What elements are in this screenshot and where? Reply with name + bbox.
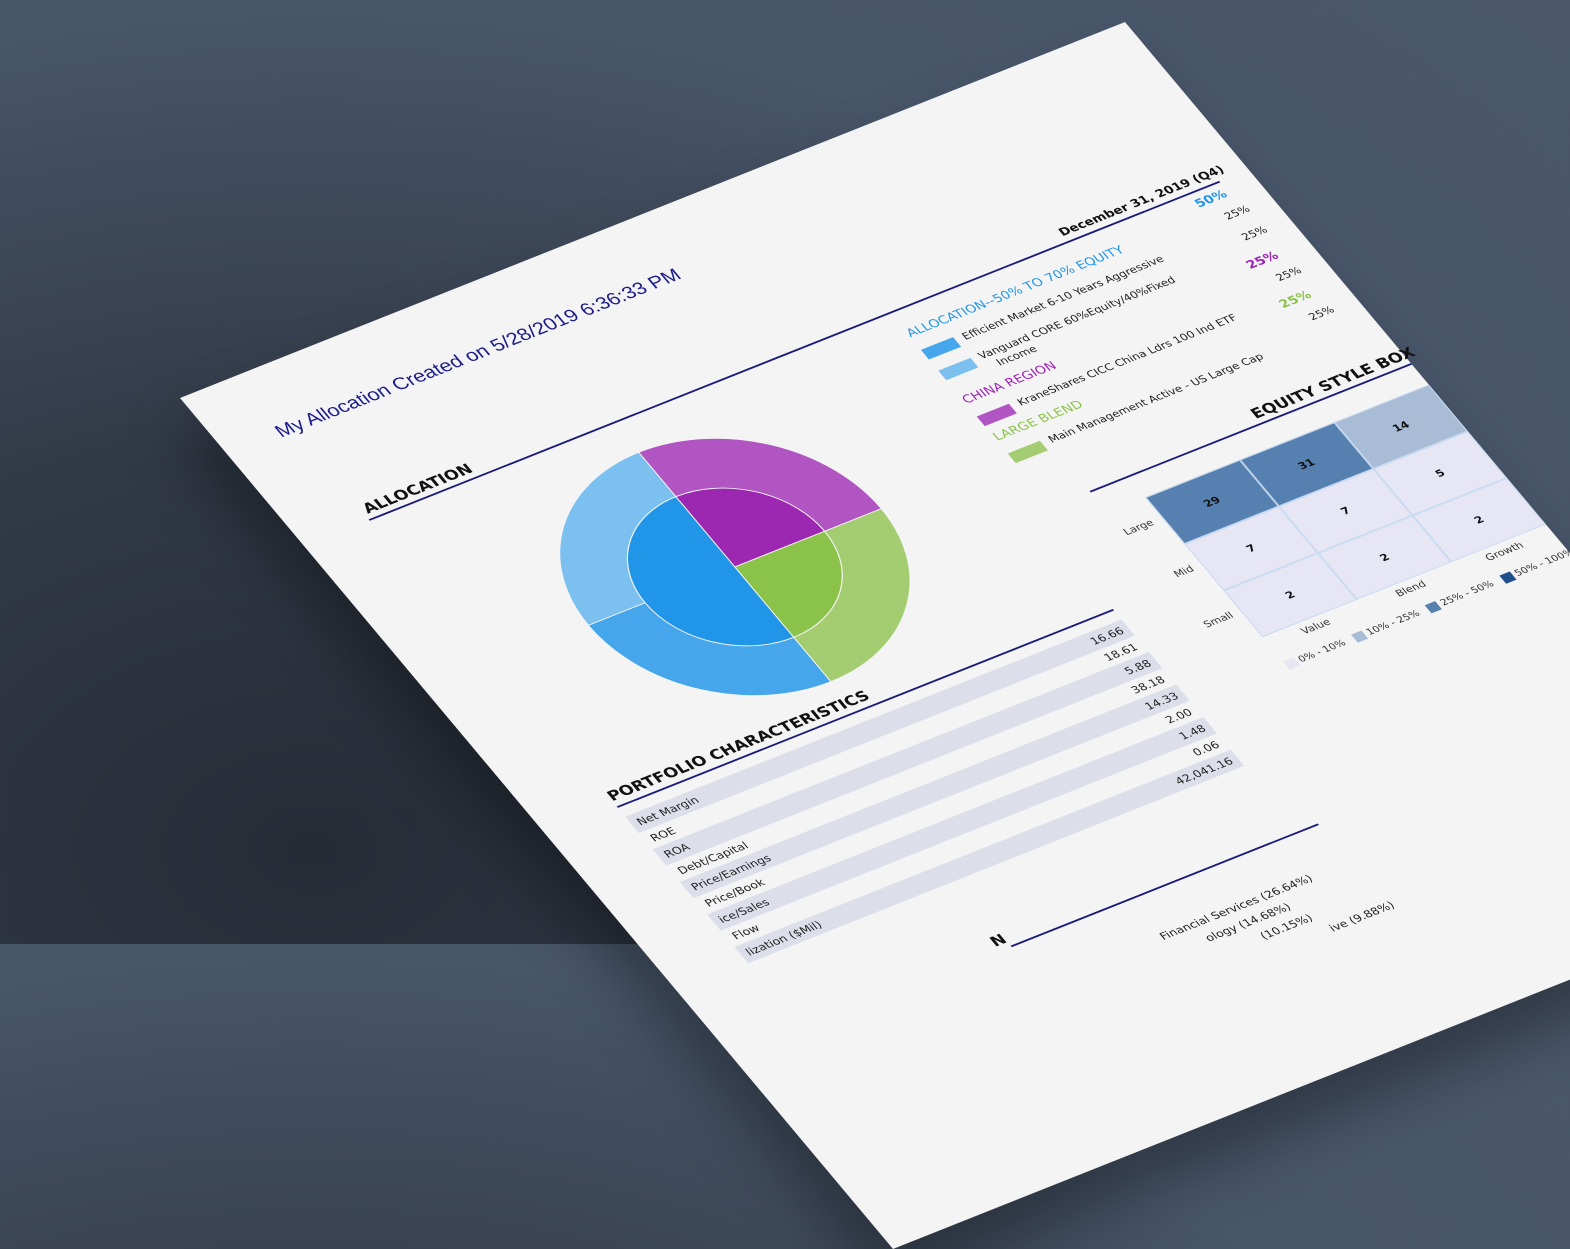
fund-percent: 25% bbox=[1221, 203, 1253, 223]
document-page: My Allocation Created on 5/28/2019 6:36:… bbox=[180, 22, 1570, 1249]
page-title: My Allocation Created on 5/28/2019 6:36:… bbox=[270, 265, 686, 442]
legend-label: 0% - 10% bbox=[1296, 638, 1349, 665]
legend-swatch bbox=[1007, 440, 1048, 464]
legend-fund-main-management: Main Management Active - US Large Cap bbox=[1045, 350, 1267, 446]
row-label-large: Large bbox=[1121, 517, 1157, 538]
group-percent: 25% bbox=[1276, 288, 1315, 312]
characteristics-table: Net Margin 16.66 ROE 18.61 ROA 5.88 Debt/Capit… bbox=[180, 22, 1245, 964]
legend-swatch bbox=[1425, 600, 1443, 614]
donut-inner-slice bbox=[734, 530, 843, 638]
fund-percent: 25% bbox=[1273, 264, 1305, 284]
sector-heading: N bbox=[985, 930, 1011, 950]
equity-style-box-grid: 29 31 14 7 7 5 2 2 2 bbox=[1145, 384, 1546, 638]
donut-inner-slice bbox=[626, 496, 795, 647]
legend-label: 50% - 100% bbox=[1512, 547, 1570, 579]
legend-swatch bbox=[1282, 657, 1301, 670]
legend-swatch bbox=[1351, 630, 1369, 643]
allocation-donut-chart bbox=[559, 437, 911, 697]
group-percent: 25% bbox=[1243, 249, 1283, 273]
allocation-heading: ALLOCATION bbox=[358, 460, 477, 517]
legend-item: 25% - 50% bbox=[1425, 579, 1497, 614]
legend-swatch bbox=[1499, 571, 1517, 584]
legend-item: 0% - 10% bbox=[1282, 638, 1349, 670]
legend-swatch bbox=[976, 403, 1017, 427]
donut-inner-slice bbox=[675, 487, 826, 568]
sector-item: ive (9.88%) bbox=[1326, 898, 1398, 935]
legend-swatch bbox=[920, 337, 962, 360]
fund-percent: 25% bbox=[1305, 303, 1338, 323]
fund-percent: 25% bbox=[1238, 224, 1271, 243]
legend-item: 10% - 25% bbox=[1351, 608, 1423, 643]
legend-label: 25% - 50% bbox=[1438, 579, 1497, 608]
legend-label: 10% - 25% bbox=[1364, 608, 1423, 638]
row-label-mid: Mid bbox=[1171, 563, 1197, 580]
row-label-small: Small bbox=[1201, 610, 1237, 631]
legend-swatch bbox=[938, 357, 979, 381]
